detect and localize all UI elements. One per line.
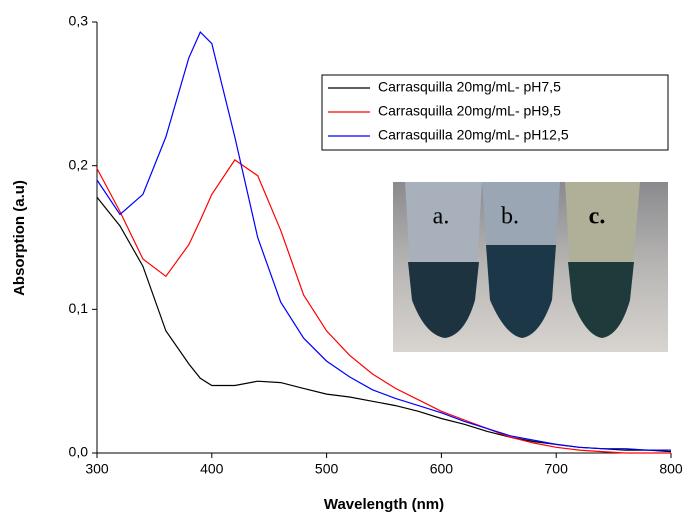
x-tick-label: 600 xyxy=(430,461,454,477)
x-tick-label: 800 xyxy=(659,461,683,477)
series-line xyxy=(96,159,671,454)
legend-box xyxy=(321,74,669,151)
inset-photo: a. b. c. xyxy=(393,182,668,352)
x-tick-label: 400 xyxy=(200,461,224,477)
x-tick-label: 300 xyxy=(85,461,109,477)
x-axis-title: Wavelength (nm) xyxy=(324,496,444,513)
series-line xyxy=(96,31,671,451)
x-tick-label: 500 xyxy=(315,461,339,477)
x-tick-label: 700 xyxy=(545,461,569,477)
y-tick-label: 0,1 xyxy=(69,300,89,316)
inset-label: a. xyxy=(433,204,450,230)
legend-label: Carrasquilla 20mg/mL- pH7,5 xyxy=(378,79,561,95)
y-tick-label: 0,3 xyxy=(69,13,89,29)
legend-label: Carrasquilla 20mg/mL- pH12,5 xyxy=(378,127,569,143)
y-tick-label: 0,0 xyxy=(69,444,89,460)
inset-label: b. xyxy=(501,204,519,230)
y-tick-label: 0,2 xyxy=(69,156,89,172)
inset-label: c. xyxy=(589,204,606,230)
y-axis-title: Absorption (a.u) xyxy=(11,180,28,296)
legend-label: Carrasquilla 20mg/mL- pH9,5 xyxy=(378,103,561,119)
